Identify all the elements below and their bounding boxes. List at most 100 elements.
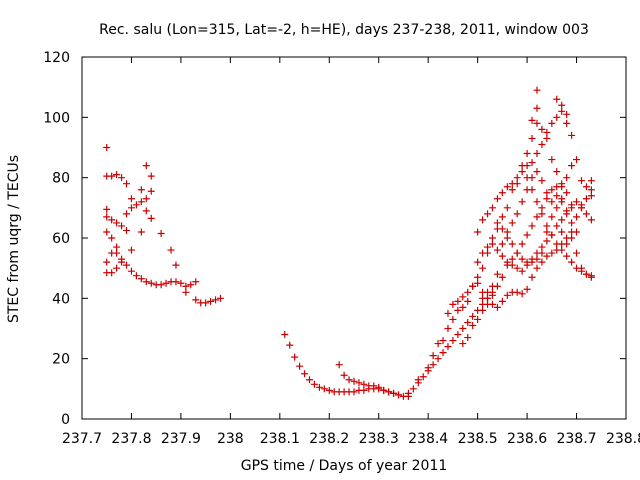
data-point (543, 134, 551, 142)
data-point (558, 198, 566, 206)
data-points (103, 86, 595, 400)
data-point (523, 150, 531, 158)
data-point (142, 162, 150, 170)
data-point (147, 279, 155, 287)
data-point (182, 288, 190, 296)
data-point (528, 222, 536, 230)
data-point (533, 255, 541, 263)
data-point (454, 306, 462, 314)
data-point (503, 258, 511, 266)
x-tick-label: 238.2 (309, 431, 349, 447)
data-point (573, 198, 581, 206)
data-point (335, 361, 343, 369)
data-point (123, 210, 131, 218)
data-point (142, 278, 150, 286)
data-point (444, 325, 452, 332)
data-point (469, 321, 477, 329)
data-point (498, 225, 506, 233)
data-point (587, 177, 595, 185)
data-point (444, 309, 452, 317)
data-point (488, 234, 496, 242)
x-tick-labels: 237.7 237.8 237.9 238 238.1 238.2 238.3 238.4 23… (62, 431, 640, 447)
data-point (395, 391, 403, 399)
data-point (498, 297, 506, 305)
data-point (464, 288, 472, 296)
x-tick-label: 237.7 (62, 431, 102, 447)
data-point (380, 386, 388, 394)
data-point (484, 288, 492, 296)
data-point (113, 243, 121, 251)
data-point (113, 264, 121, 272)
data-point (533, 198, 541, 206)
data-point (508, 180, 516, 188)
data-point (127, 204, 135, 212)
data-point (538, 140, 546, 148)
data-point (103, 213, 111, 221)
data-point (137, 198, 145, 206)
data-point (459, 303, 467, 311)
data-point (568, 131, 576, 139)
data-point (103, 205, 111, 213)
data-point (459, 340, 467, 348)
x-tick-label: 238.8 (606, 431, 640, 447)
data-point (404, 389, 412, 397)
data-point (132, 272, 140, 280)
data-point (523, 231, 531, 239)
data-point (543, 195, 551, 203)
data-point (488, 240, 496, 248)
data-point (172, 261, 180, 269)
y-tick-label: 20 (52, 352, 70, 368)
data-point (454, 331, 462, 339)
data-point (523, 186, 531, 194)
data-point (508, 261, 516, 269)
data-point (118, 258, 126, 266)
data-point (558, 216, 566, 224)
data-point (127, 195, 135, 203)
data-point (409, 385, 417, 393)
data-point (503, 234, 511, 242)
data-point (573, 156, 581, 164)
data-point (474, 315, 482, 323)
data-point (563, 252, 571, 260)
data-point (113, 249, 121, 257)
data-point (553, 204, 561, 212)
data-point (548, 231, 556, 239)
data-point (296, 362, 304, 370)
data-point (553, 113, 561, 121)
data-point (108, 234, 116, 242)
data-point (434, 340, 442, 348)
data-point (414, 376, 422, 384)
x-tick-label: 237.9 (161, 431, 201, 447)
data-point (518, 168, 526, 176)
data-point (118, 222, 126, 230)
data-point (464, 318, 472, 326)
data-point (123, 180, 131, 188)
data-point (429, 361, 437, 369)
data-point (147, 187, 155, 195)
data-point (533, 264, 541, 272)
data-point (459, 325, 467, 332)
data-point (508, 255, 516, 263)
data-point (177, 279, 185, 287)
data-point (434, 355, 442, 363)
data-point (281, 331, 289, 339)
data-point (508, 186, 516, 194)
data-point (513, 210, 521, 218)
y-tick-label: 80 (52, 171, 70, 187)
data-point (558, 228, 566, 236)
data-point (385, 388, 393, 396)
data-point (493, 246, 501, 254)
data-point (350, 388, 358, 396)
x-tick-label: 238.3 (359, 431, 399, 447)
data-point (142, 207, 150, 215)
data-point (147, 172, 155, 180)
data-point (157, 281, 165, 289)
data-point (498, 252, 506, 260)
data-point (216, 294, 224, 302)
data-point (108, 269, 116, 277)
data-point (548, 198, 556, 206)
data-point (543, 237, 551, 245)
data-point (439, 337, 447, 345)
data-point (518, 240, 526, 248)
